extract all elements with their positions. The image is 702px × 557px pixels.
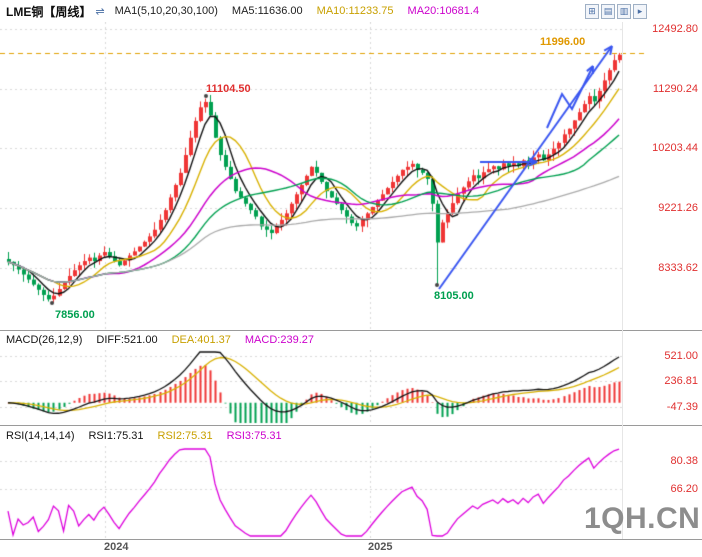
price-axis: 12492.80 11290.24 10203.44 9221.26 8333.62 52…	[622, 0, 702, 557]
link-icon[interactable]: ⇌	[95, 5, 105, 18]
macd-diff-value: DIFF:521.00	[96, 334, 158, 346]
low-price-annotation-2025: 8105.00	[434, 290, 474, 302]
low-price-annotation-2023: 7856.00	[55, 309, 95, 321]
axis-divider	[622, 22, 623, 539]
high-line-price-label: 11996.00	[540, 36, 586, 48]
instrument-title: LME铜【周线】	[6, 4, 92, 19]
axis-label: 236.81	[664, 375, 698, 388]
axis-label: 66.20	[670, 483, 698, 495]
main-price-chart-canvas[interactable]	[0, 22, 648, 330]
x-axis-year-2025: 2025	[368, 541, 393, 553]
axis-label: 80.38	[670, 455, 698, 467]
axis-label: 10203.44	[652, 142, 698, 155]
macd-dea-value: DEA:401.37	[171, 334, 231, 346]
axis-label: 8333.62	[658, 261, 698, 274]
rsi1-value: RSI1:75.31	[88, 430, 144, 442]
axis-label: 11290.24	[652, 82, 698, 95]
rsi3-value: RSI3:75.31	[226, 430, 282, 442]
axis-label: 12492.80	[652, 23, 698, 35]
macd-bar-value: MACD:239.27	[244, 334, 314, 346]
rsi-params-label: RSI(14,14,14)	[6, 430, 75, 442]
watermark: 1QH.CN	[584, 502, 701, 535]
pane-divider	[0, 330, 702, 331]
ma20-value-label: MA20:10681.4	[407, 5, 480, 17]
pane-divider	[0, 425, 702, 426]
rsi-header: RSI(14,14,14) RSI1:75.31 RSI2:75.31 RSI3…	[6, 430, 282, 442]
main-chart-header: LME铜【周线】 ⇌ MA1(5,10,20,30,100) MA5:11636…	[0, 0, 702, 22]
next-chart-icon[interactable]: ▸	[633, 4, 647, 19]
grid-layout-icon[interactable]: ⊞	[585, 4, 599, 19]
chart-toolbar: ⊞ ▤ ▥ ▸	[583, 4, 647, 19]
macd-header: MACD(26,12,9) DIFF:521.00 DEA:401.37 MAC…	[6, 334, 314, 346]
axis-label: 521.00	[664, 350, 698, 362]
single-pane-icon[interactable]: ▤	[601, 4, 615, 19]
axis-label: -47.39	[666, 401, 698, 413]
macd-indicator-canvas[interactable]	[0, 350, 648, 425]
axis-label: 9221.26	[658, 202, 698, 215]
multi-pane-icon[interactable]: ▥	[617, 4, 631, 19]
ma5-value-label: MA5:11636.00	[231, 5, 303, 17]
rsi-indicator-canvas[interactable]	[0, 446, 648, 539]
rsi2-value: RSI2:75.31	[157, 430, 213, 442]
pane-divider	[0, 539, 702, 540]
peak-price-annotation: 11104.50	[206, 83, 251, 95]
ma10-value-label: MA10:11233.75	[316, 5, 394, 17]
macd-params-label: MACD(26,12,9)	[6, 334, 83, 346]
ma-settings-label: MA1(5,10,20,30,100)	[114, 5, 218, 17]
x-axis-year-2024: 2024	[104, 541, 129, 553]
